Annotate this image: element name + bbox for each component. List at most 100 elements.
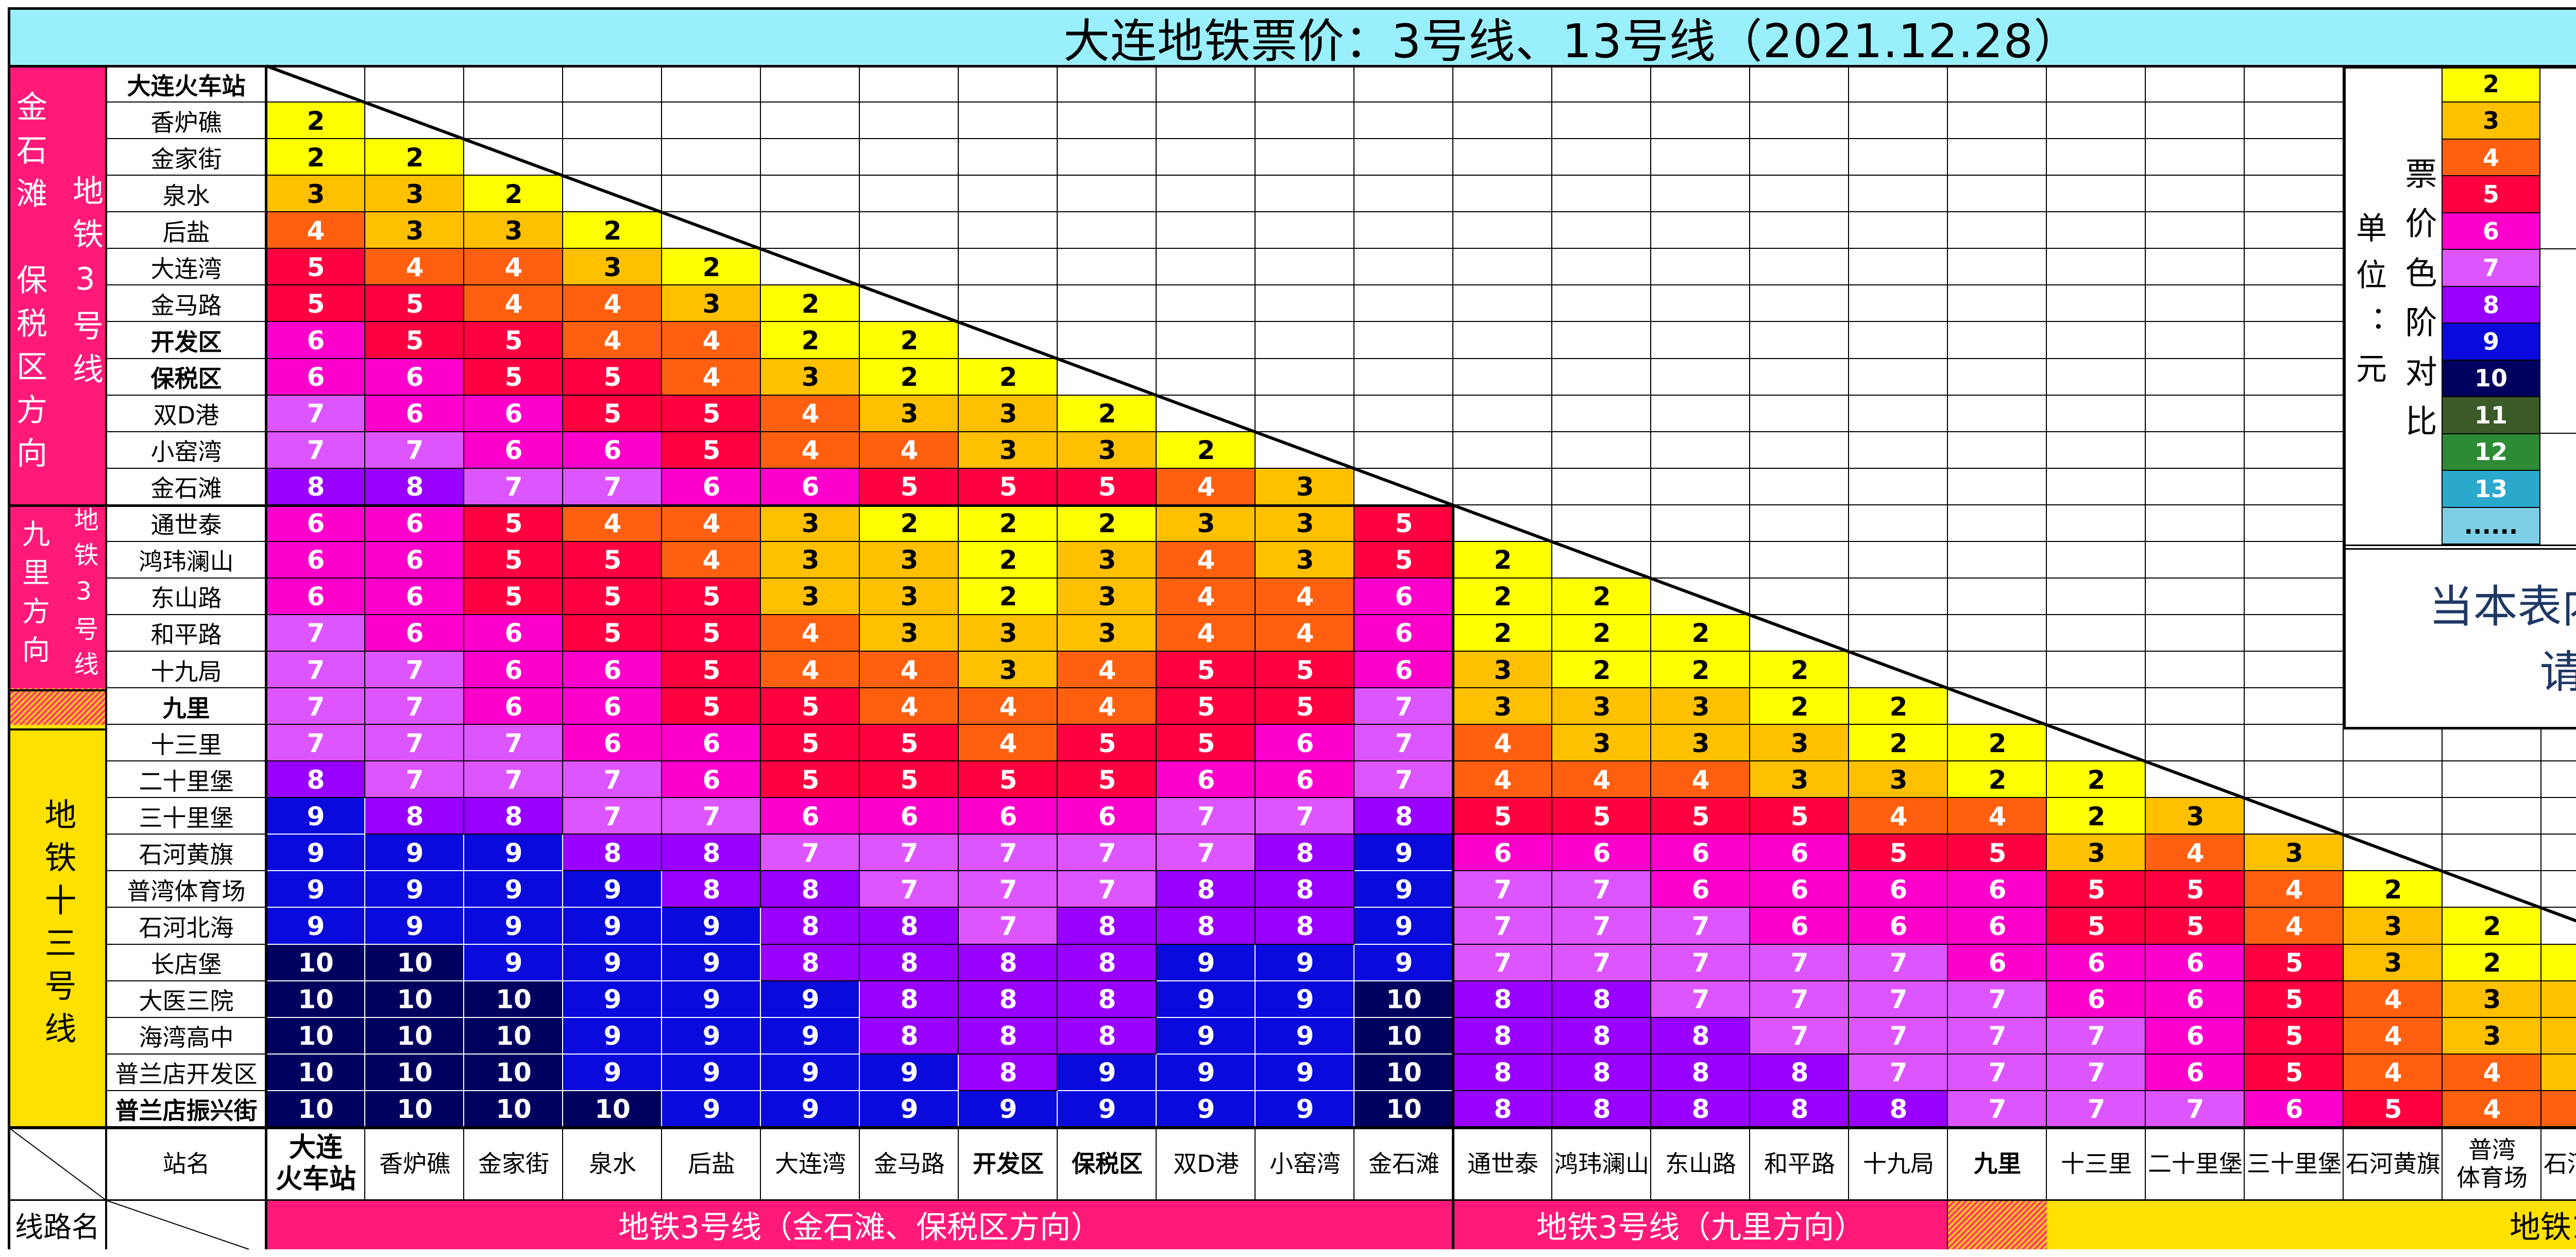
station-column-label: 石河北海 <box>2541 1127 2576 1200</box>
fare-cell: 3 <box>1256 541 1354 579</box>
empty-cell <box>1453 139 1552 176</box>
fare-cell: 5 <box>1948 835 2047 872</box>
fare-cell: 6 <box>266 578 365 615</box>
fare-cell: 8 <box>266 468 365 505</box>
fare-cell: 7 <box>365 688 464 725</box>
fare-cell: 3 <box>2047 835 2146 872</box>
fare-cell: 5 <box>761 688 860 725</box>
fare-cell: 3 <box>761 578 860 615</box>
color-scale-swatch: 9 <box>2443 324 2539 361</box>
fare-cell: 7 <box>959 908 1058 945</box>
fare-cell: 8 <box>1058 944 1157 981</box>
date-section: 制表日期：2021年12月28日 本表信息截止至2021年12月28日 <box>2540 433 2576 545</box>
fare-cell: 3 <box>266 176 365 213</box>
fare-cell: 9 <box>1256 1091 1354 1128</box>
fare-cell: 2 <box>662 249 761 286</box>
empty-cell <box>2146 578 2245 615</box>
fare-cell: 3 <box>860 395 959 432</box>
fare-cell: 2 <box>860 322 959 359</box>
fare-cell: 7 <box>2146 1091 2245 1128</box>
fare-cell: 9 <box>1256 981 1354 1018</box>
empty-cell <box>2146 541 2245 579</box>
line-label-line3-jinshitan: 地铁3号线（金石滩、保税区方向） <box>266 1200 1453 1249</box>
fare-cell: 4 <box>266 212 365 249</box>
fare-cell: 5 <box>563 578 662 615</box>
fare-cell: 7 <box>2047 1017 2146 1055</box>
empty-cell <box>2245 761 2344 799</box>
fare-cell: 2 <box>1157 432 1256 469</box>
fare-cell: 4 <box>1157 468 1256 505</box>
fare-cell: 3 <box>959 652 1058 689</box>
fare-cell: 4 <box>563 322 662 359</box>
fare-cell: 5 <box>662 432 761 469</box>
color-scale-swatch: 10 <box>2443 360 2539 398</box>
empty-cell <box>1948 359 2047 396</box>
fare-cell: 3 <box>2344 944 2443 981</box>
empty-cell <box>1354 432 1453 469</box>
empty-cell <box>1948 432 2047 469</box>
fare-cell: 8 <box>365 798 464 835</box>
fare-cell: 8 <box>1157 908 1256 945</box>
empty-cell <box>1552 359 1651 396</box>
fare-cell: 8 <box>266 761 365 799</box>
station-column-label: 香炉礁 <box>365 1127 464 1200</box>
station-column-label: 双D港 <box>1157 1127 1256 1200</box>
empty-cell <box>1849 432 1948 469</box>
empty-cell <box>2047 139 2146 176</box>
fare-cell: 5 <box>563 395 662 432</box>
fare-cell: 5 <box>563 359 662 396</box>
station-row-label: 金家街 <box>106 139 266 176</box>
fare-cell: 5 <box>266 285 365 322</box>
fare-cell: 7 <box>365 432 464 469</box>
fare-cell: 8 <box>1453 1054 1552 1091</box>
fare-cell: 2 <box>266 103 365 140</box>
empty-cell <box>1750 578 1849 615</box>
fare-cell: 2 <box>1651 652 1750 689</box>
fare-table: 大连地铁票价：3号线、13号线（2021.12.28） 金石滩 保税区方向 地铁… <box>9 8 2576 1249</box>
empty-cell <box>1651 139 1750 176</box>
empty-cell <box>1552 395 1651 432</box>
fare-cell: 3 <box>563 249 662 286</box>
fare-cell: 4 <box>1058 652 1157 689</box>
fare-cell: 6 <box>266 505 365 542</box>
fare-cell: 9 <box>266 798 365 835</box>
fare-cell: 9 <box>266 835 365 872</box>
fare-cell: 5 <box>1058 468 1157 505</box>
fare-cell: 10 <box>266 1054 365 1091</box>
fare-cell: 6 <box>1256 725 1354 762</box>
fare-cell: 2 <box>365 139 464 176</box>
fare-cell: 9 <box>761 981 860 1018</box>
fare-cell: 9 <box>563 944 662 981</box>
color-scale-swatch: 5 <box>2443 176 2539 213</box>
fare-cell: 3 <box>1651 688 1750 725</box>
fare-cell: 6 <box>266 541 365 579</box>
station-column-label: 大连 火车站 <box>266 1127 365 1200</box>
station-row-label: 小窑湾 <box>106 432 266 469</box>
fare-cell: 9 <box>365 908 464 945</box>
fare-cell: 10 <box>1354 1017 1453 1055</box>
fare-cell: 4 <box>2443 1091 2541 1128</box>
fare-cell: 6 <box>1948 871 2047 908</box>
fare-cell: 2 <box>563 212 662 249</box>
empty-cell <box>1849 103 1948 140</box>
fare-cell: 2 <box>761 322 860 359</box>
fare-cell: 8 <box>662 835 761 872</box>
empty-cell <box>1058 212 1157 249</box>
fare-cell: 6 <box>563 652 662 689</box>
fare-cell: 2 <box>2541 944 2576 981</box>
fare-cell: 2 <box>1651 615 1750 652</box>
fare-cell: 4 <box>2344 1017 2443 1055</box>
empty-cell <box>2245 652 2344 689</box>
fare-cell: 5 <box>1157 688 1256 725</box>
station-row-label: 普兰店开发区 <box>106 1054 266 1091</box>
empty-cell <box>2047 395 2146 432</box>
empty-cell <box>2541 798 2576 835</box>
fare-cell: 5 <box>662 578 761 615</box>
fare-cell: 9 <box>662 908 761 945</box>
station-row-label: 东山路 <box>106 578 266 615</box>
station-row-label: 十九局 <box>106 652 266 689</box>
fare-cell: 3 <box>860 578 959 615</box>
empty-cell <box>1651 395 1750 432</box>
fare-cell: 3 <box>1453 688 1552 725</box>
line-label-line3-jiuli: 地铁3号线（九里方向） <box>1453 1200 1948 1249</box>
